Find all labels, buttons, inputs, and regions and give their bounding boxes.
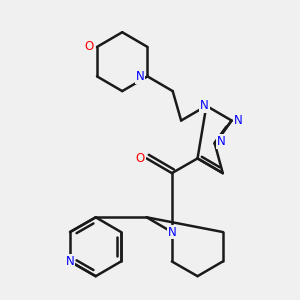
Text: N: N xyxy=(200,99,208,112)
Text: N: N xyxy=(66,255,74,268)
Text: N: N xyxy=(233,114,242,127)
Text: O: O xyxy=(85,40,94,53)
Text: N: N xyxy=(167,226,176,238)
Text: N: N xyxy=(217,135,226,148)
Text: N: N xyxy=(136,70,144,83)
Text: O: O xyxy=(136,152,145,165)
